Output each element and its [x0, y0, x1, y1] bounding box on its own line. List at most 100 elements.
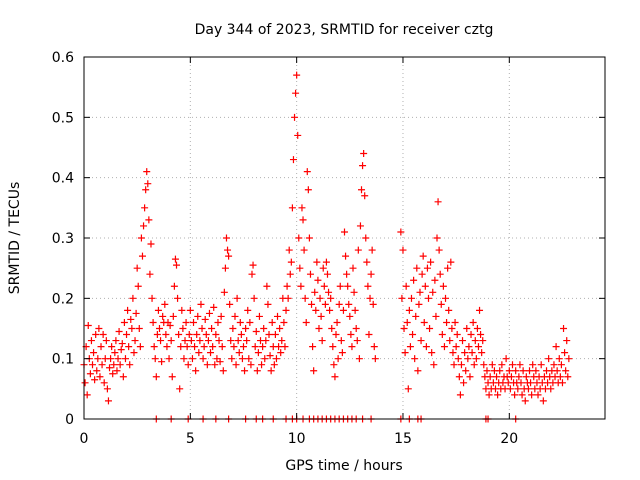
y-tick-label: 0.1	[52, 352, 74, 368]
data-point	[502, 355, 510, 363]
data-point	[204, 337, 212, 345]
data-point	[312, 306, 320, 314]
data-point	[434, 198, 442, 206]
data-point	[304, 186, 312, 194]
data-point	[328, 325, 336, 332]
data-point	[421, 282, 429, 290]
data-point	[212, 331, 220, 339]
data-point	[214, 318, 222, 326]
data-point	[494, 391, 502, 399]
data-point	[539, 397, 547, 405]
data-point	[565, 355, 573, 363]
data-point	[457, 361, 465, 369]
data-point	[262, 337, 270, 345]
data-point	[331, 373, 339, 381]
data-point	[267, 367, 275, 375]
data-point	[449, 349, 457, 357]
data-point	[93, 367, 101, 375]
data-point	[142, 186, 150, 194]
data-point	[485, 391, 493, 399]
data-point	[272, 355, 280, 363]
data-point	[158, 358, 166, 366]
data-point	[213, 355, 221, 363]
data-point	[410, 276, 418, 284]
y-tick-label: 0.2	[52, 291, 74, 307]
data-point	[364, 282, 372, 290]
data-point	[127, 315, 135, 323]
data-point	[360, 150, 368, 158]
x-tick-label: 20	[500, 431, 518, 447]
data-point	[358, 186, 366, 194]
data-point	[140, 222, 148, 230]
data-point	[231, 312, 239, 320]
data-point	[420, 318, 428, 326]
data-point	[236, 318, 244, 326]
data-point	[473, 325, 481, 332]
data-point	[455, 373, 463, 381]
data-point	[461, 349, 469, 357]
data-point	[124, 306, 132, 314]
data-point	[316, 294, 324, 302]
data-point	[222, 234, 230, 242]
data-point	[556, 373, 564, 381]
data-point	[98, 361, 106, 369]
data-point	[233, 294, 241, 302]
data-point	[263, 282, 271, 290]
data-point	[397, 228, 405, 236]
data-point	[249, 261, 257, 269]
data-point	[433, 234, 441, 242]
data-point	[519, 367, 527, 375]
data-point	[145, 216, 153, 224]
data-point	[412, 312, 420, 320]
data-point	[169, 312, 177, 320]
data-point	[537, 361, 545, 369]
data-point	[89, 361, 97, 369]
data-point	[318, 337, 326, 345]
data-point	[406, 343, 414, 351]
data-point	[371, 355, 379, 363]
data-point	[135, 325, 143, 332]
data-point	[496, 367, 504, 375]
data-point	[280, 318, 288, 326]
data-point	[136, 343, 144, 351]
data-point	[426, 325, 434, 332]
data-point	[322, 258, 330, 266]
data-point	[320, 282, 328, 290]
data-point	[327, 294, 335, 302]
data-point	[125, 343, 133, 351]
data-point	[130, 349, 138, 357]
data-point	[205, 309, 213, 317]
data-point	[270, 361, 278, 369]
data-point	[417, 337, 425, 345]
data-point	[278, 337, 286, 345]
data-point	[165, 355, 173, 363]
data-point	[361, 192, 369, 200]
data-point	[192, 367, 200, 375]
data-point	[81, 379, 89, 387]
data-point	[398, 294, 406, 302]
data-point	[467, 331, 475, 339]
data-point	[261, 355, 269, 363]
data-point	[409, 331, 417, 339]
data-point	[97, 343, 105, 351]
data-point	[163, 343, 171, 351]
data-point	[201, 315, 209, 323]
data-point	[162, 331, 170, 339]
chart-title: Day 344 of 2023, SRMTID for receiver czt…	[195, 22, 494, 38]
data-point	[137, 234, 145, 242]
data-point	[430, 361, 438, 369]
data-point	[454, 355, 462, 363]
data-point	[90, 349, 98, 357]
x-tick-label: 15	[394, 431, 412, 447]
data-point	[103, 385, 111, 393]
data-point	[239, 343, 247, 351]
y-axis-label: SRMTID / TECUs	[7, 182, 23, 295]
data-point	[447, 258, 455, 266]
data-point	[251, 343, 259, 351]
data-point	[275, 343, 283, 351]
data-point	[301, 294, 309, 302]
data-point	[187, 337, 195, 345]
data-point	[112, 337, 120, 345]
data-point	[196, 337, 204, 345]
